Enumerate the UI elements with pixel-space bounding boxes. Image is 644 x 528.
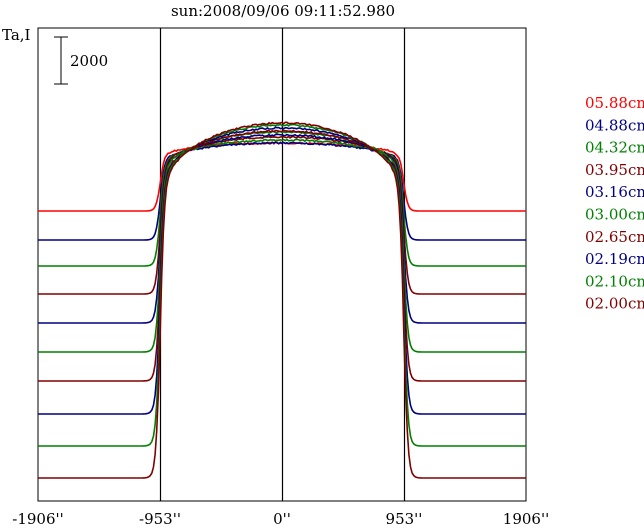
scale-bar: 2000 (54, 36, 108, 85)
series-group (38, 121, 526, 479)
legend-entry: 03.16cm (585, 183, 644, 201)
x-tick-label-2: 0'' (273, 510, 291, 528)
series-line-02.10cm (38, 123, 526, 447)
legend-entry: 02.10cm (585, 272, 644, 290)
x-tick-label-3: 953'' (386, 510, 423, 528)
legend-entry: 03.00cm (585, 206, 644, 224)
legend-entry: 04.32cm (585, 139, 644, 157)
series-line-04.32cm (38, 138, 526, 267)
vertical-reference-lines (159, 28, 406, 501)
series-line-03.16cm (38, 133, 526, 324)
x-tick-label-1: -953'' (139, 510, 181, 528)
series-line-02.65cm (38, 129, 526, 382)
legend-entry: 03.95cm (585, 161, 644, 179)
legend-entry: 02.00cm (585, 295, 644, 313)
scale-bar-label: 2000 (70, 52, 108, 70)
series-line-02.00cm (38, 121, 526, 479)
series-line-03.00cm (38, 130, 526, 353)
series-line-03.95cm (38, 135, 526, 295)
chart-title: sun:2008/09/06 09:11:52.980 (171, 2, 395, 20)
legend-entry: 04.88cm (585, 116, 644, 134)
x-tick-label-0: -1906'' (12, 510, 64, 528)
legend-entry: 02.19cm (585, 250, 644, 268)
x-tick-labels: -1906'' -953'' 0'' 953'' 1906'' (12, 510, 549, 528)
legend-entry: 02.65cm (585, 228, 644, 246)
series-line-02.19cm (38, 126, 526, 415)
y-axis-label: Ta,I (2, 26, 31, 44)
x-tick-label-4: 1906'' (503, 510, 549, 528)
legend: 05.88cm 04.88cm 04.32cm 03.95cm 03.16cm 03.00… (585, 94, 644, 313)
series-line-04.88cm (38, 141, 526, 241)
legend-entry: 05.88cm (585, 94, 644, 112)
